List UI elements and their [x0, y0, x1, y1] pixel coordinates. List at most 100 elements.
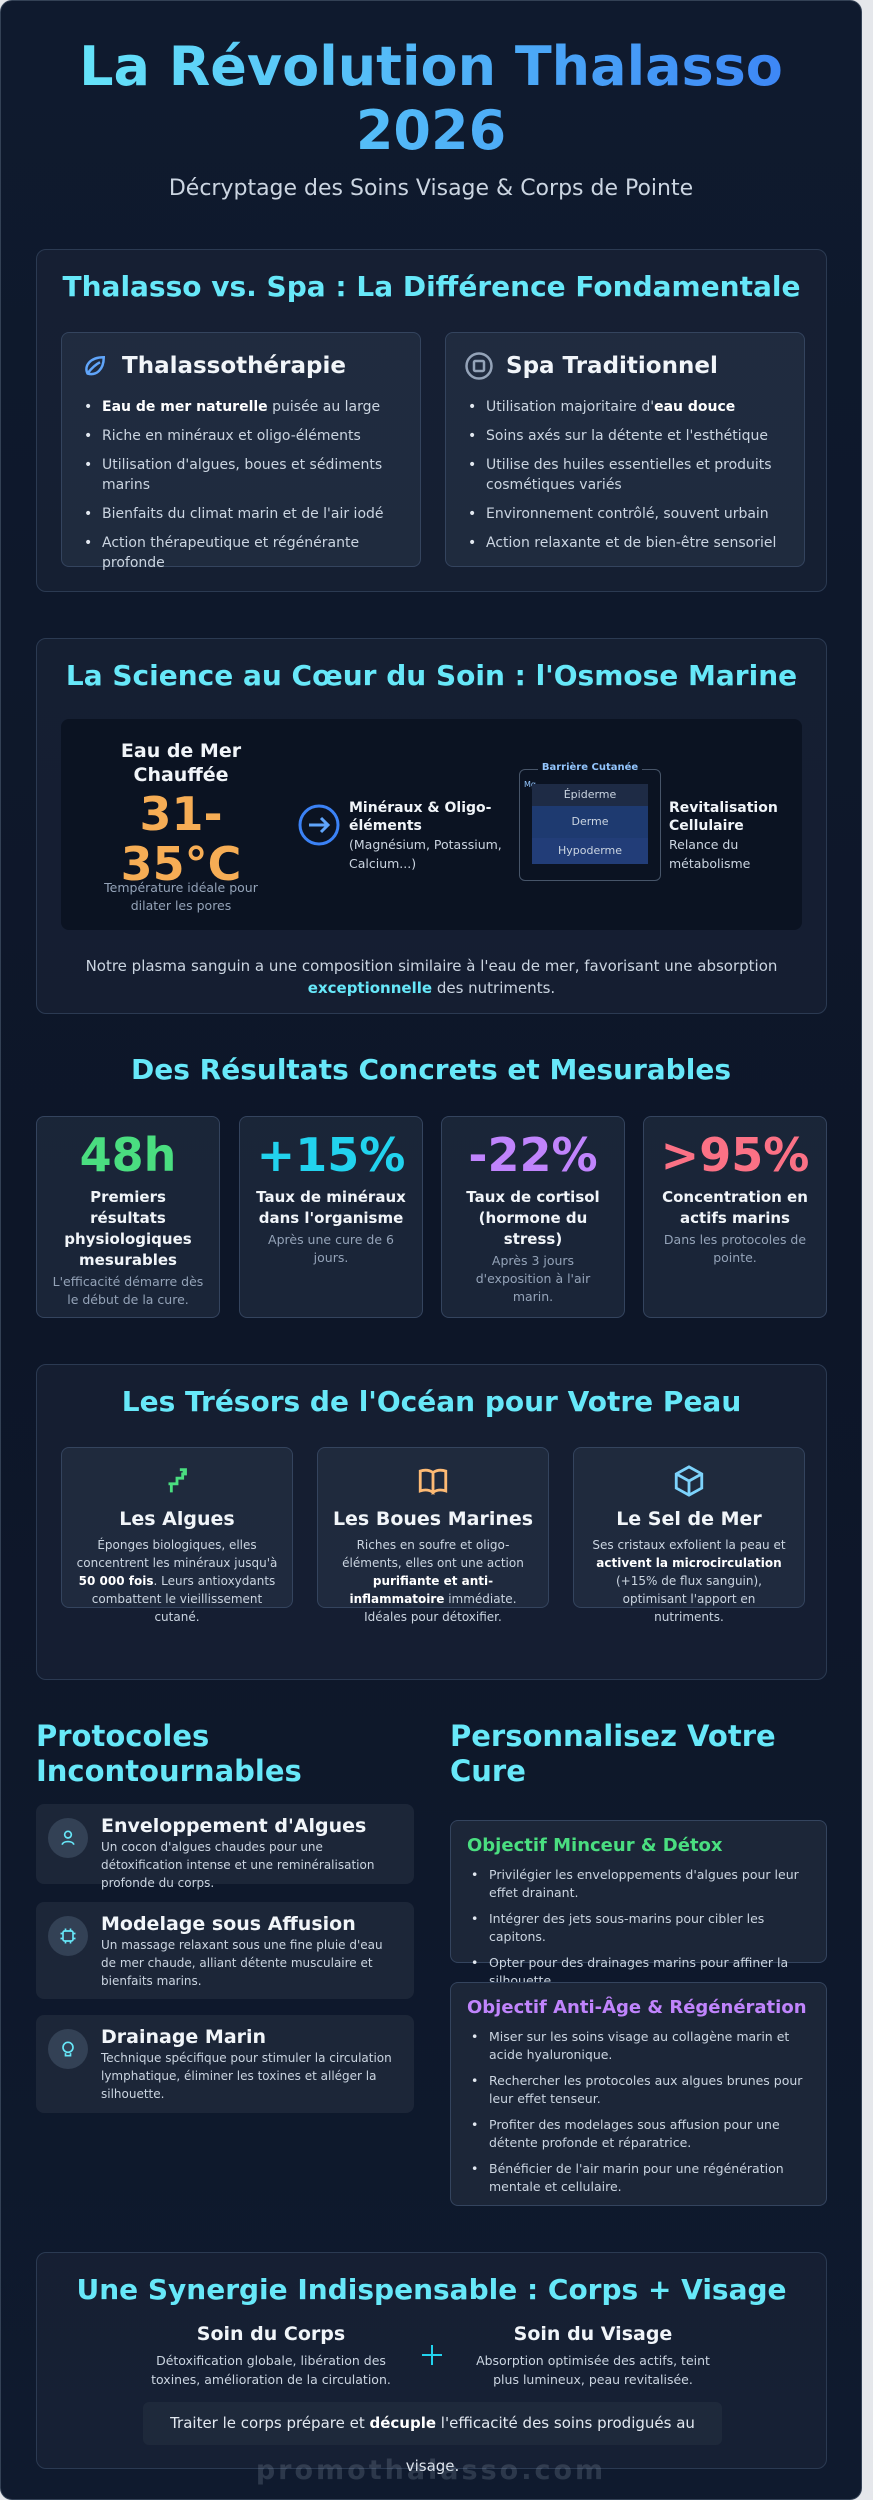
treasure-card: Le Sel de Mer Ses cristaux exfolient la p…	[573, 1447, 805, 1624]
list-item: Action relaxante et de bien-être sensori…	[464, 533, 786, 553]
emphasis: décuple	[369, 2414, 437, 2432]
stat-note: L'efficacité démarre dès le début de la …	[52, 1274, 204, 1307]
list-item: Environnement contrôlé, souvent urbain	[464, 504, 786, 524]
card-title: Spa Traditionnel	[506, 353, 718, 379]
list-item: Rechercher les protocoles aux algues bru…	[467, 2072, 810, 2108]
column-title: Soin du Corps	[196, 2323, 346, 2345]
card-title: Le Sel de Mer	[616, 1508, 762, 1530]
treasure-card: Les Boues Marines Riches en soufre et oli…	[317, 1447, 549, 1624]
emphasis: Eau de mer naturelle	[102, 399, 268, 415]
protocol-text: Un massage relaxant sous une fine pluie …	[101, 1938, 383, 1988]
treasure-icon	[418, 1468, 448, 1495]
text: Utilise des huiles essentielles et produ…	[486, 457, 772, 493]
emphasis: exceptionnelle	[307, 979, 433, 997]
protocol-text: Technique spécifique pour stimuler la ci…	[101, 2051, 392, 2101]
protocol-body: Enveloppement d'Algues Un cocon d'algues …	[101, 1814, 401, 1892]
temperature: 31-35°C	[120, 787, 242, 891]
section-title: Une Synergie Indispensable : Corps + Vis…	[76, 2273, 787, 2306]
comparison-card: Thalassothérapie Eau de mer naturelle pu…	[61, 332, 421, 571]
treasure-card: Les Algues Éponges biologiques, elles con…	[61, 1447, 293, 1624]
footnote: Notre plasma sanguin a une composition s…	[77, 955, 786, 999]
stat-card: +15% Taux de minéraux dans l'organisme Apr…	[239, 1116, 423, 1318]
card-header: Thalassothérapie	[80, 351, 402, 381]
list-item: Utilisation majoritaire d'eau douce	[464, 397, 786, 417]
emphasis: activent la microcirculation	[596, 1556, 782, 1570]
subtitle: Décryptage des Soins Visage & Corps de P…	[168, 176, 694, 201]
list-item: Bénéficier de l'air marin pour une régén…	[467, 2160, 810, 2196]
card-title: Thalassothérapie	[122, 353, 346, 379]
plus-icon	[422, 2345, 442, 2365]
card-text: Riches en soufre et oligo-éléments, elle…	[332, 1536, 534, 1626]
list-item: Riche en minéraux et oligo-éléments	[80, 426, 402, 446]
protocol-card: Drainage Marin Technique spécifique pour …	[36, 2015, 414, 2113]
temperature-note: Température idéale pour dilater les pore…	[104, 880, 258, 913]
text: Environnement contrôlé, souvent urbain	[486, 506, 769, 522]
protocol-card: Modelage sous Affusion Un massage relaxan…	[36, 1902, 414, 1999]
list-item: Utilisation d'algues, boues et sédiments…	[80, 455, 402, 495]
barrier-label: Barrière Cutanée	[520, 762, 660, 773]
protocol-card: Enveloppement d'Algues Un cocon d'algues …	[36, 1804, 414, 1890]
text: Utilisation majoritaire d'	[486, 399, 655, 415]
icon	[60, 1928, 76, 1944]
list-item: Miser sur les soins visage au collagène …	[467, 2028, 810, 2064]
protocol-icon	[48, 1916, 88, 1956]
stat-value: >95%	[660, 1128, 810, 1182]
stat-label: Taux de cortisol (hormone du stress)	[466, 1188, 600, 1248]
layer: Épiderme	[532, 784, 648, 806]
list-item: Intégrer des jets sous-marins pour cible…	[467, 1910, 810, 1946]
section-title: Thalasso vs. Spa : La Différence Fondame…	[62, 270, 801, 303]
text: Soins axés sur la détente et l'esthétiqu…	[486, 428, 768, 444]
text: Utilisation d'algues, boues et sédiments…	[102, 457, 383, 493]
card-title: Les Boues Marines	[332, 1508, 534, 1530]
protocol-body: Modelage sous Affusion Un massage relaxan…	[101, 1912, 401, 1990]
layer: Hypoderme	[532, 838, 648, 864]
comparison-section: Thalasso vs. Spa : La Différence Fondame…	[36, 249, 827, 592]
bullet-list: Eau de mer naturelle puisée au large Rich…	[80, 397, 402, 573]
synergy-section: Une Synergie Indispensable : Corps + Vis…	[36, 2252, 827, 2475]
ion-label: Mg	[524, 780, 536, 789]
stat-card: >95% Concentration en actifs marins Dans l…	[643, 1116, 827, 1318]
emphasis: purifiante et anti-inflammatoire	[349, 1574, 494, 1606]
text: Ses cristaux exfolient la peau et	[592, 1538, 786, 1552]
section-title: La Science au Cœur du Soin : l'Osmose Ma…	[65, 659, 798, 692]
section-title: Les Trésors de l'Océan pour Votre Peau	[121, 1385, 742, 1418]
stat-value: +15%	[256, 1128, 406, 1182]
goal-list: Miser sur les soins visage au collagène …	[467, 2028, 810, 2196]
text: Action relaxante et de bien-être sensori…	[486, 535, 777, 551]
stat-card: 48h Premiers résultats physiologiques mes…	[36, 1116, 220, 1318]
stat-label: Taux de minéraux dans l'organisme	[256, 1188, 406, 1227]
stat-value: 48h	[79, 1128, 177, 1182]
stat-label: Premiers résultats physiologiques mesura…	[64, 1188, 192, 1269]
list-item: Soins axés sur la détente et l'esthétiqu…	[464, 426, 786, 446]
text: Traiter le corps prépare et	[170, 2414, 370, 2432]
bullet-list: Utilisation majoritaire d'eau douce Soins…	[464, 397, 786, 553]
section-title: Personnalisez Votre Cure	[450, 1719, 776, 1788]
flow-label: Minéraux & Oligo-éléments	[349, 800, 492, 834]
protocol-icon	[48, 1818, 88, 1858]
watermark: promothalasso.com	[255, 2455, 607, 2486]
text: l'efficacité des soins prodigués au visa…	[405, 2414, 695, 2475]
card-text: Ses cristaux exfolient la peau et active…	[588, 1536, 790, 1626]
list-item: Profiter des modelages sous affusion pou…	[467, 2116, 810, 2152]
icon	[62, 2041, 74, 2057]
science-section: La Science au Cœur du Soin : l'Osmose Ma…	[36, 638, 827, 1014]
list-item: Utilise des huiles essentielles et produ…	[464, 455, 786, 495]
stat-note: Après une cure de 6 jours.	[268, 1232, 394, 1265]
protocol-title: Drainage Marin	[101, 2026, 267, 2048]
leaf-icon	[85, 355, 106, 376]
stat-note: Après 3 jours d'exposition à l'air marin…	[475, 1253, 591, 1304]
section-title: Protocoles Incontournables	[36, 1719, 302, 1788]
flow-detail: (Magnésium, Potassium, Calcium...)	[349, 837, 502, 871]
emphasis: 50 000 fois	[78, 1574, 154, 1588]
synergy-column: Soin du Corps Détoxification globale, li…	[121, 2321, 421, 2389]
barrier-text: Barrière Cutanée	[537, 762, 643, 773]
text: immédiate. Idéales pour détoxifier.	[364, 1592, 517, 1624]
text: Riches en soufre et oligo-éléments, elle…	[342, 1538, 524, 1570]
list-item: Bienfaits du climat marin et de l'air io…	[80, 504, 402, 524]
protocol-body: Drainage Marin Technique spécifique pour …	[101, 2025, 401, 2103]
osmosis-panel: Eau de Mer Chauffée 31-35°C Température …	[61, 719, 802, 930]
text: des nutriments.	[432, 979, 556, 997]
column-title: Soin du Visage	[513, 2323, 673, 2345]
spa-icon	[465, 352, 493, 380]
